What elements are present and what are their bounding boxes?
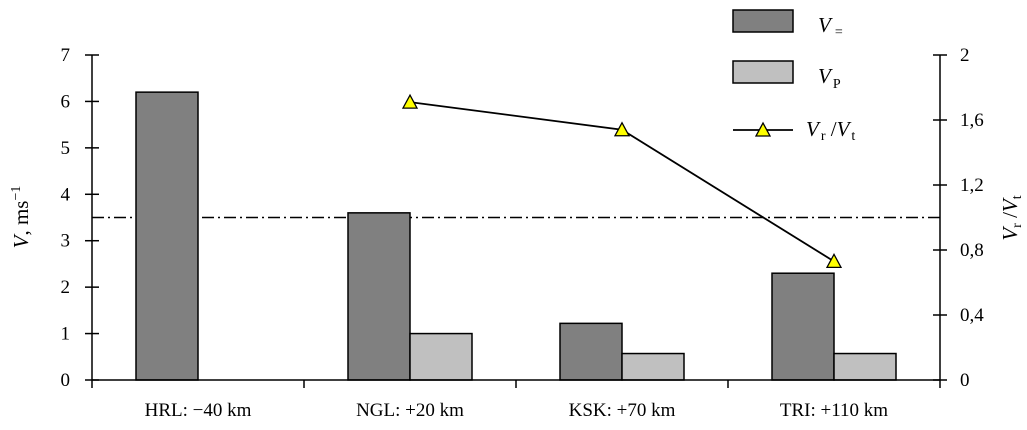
y-right-tick-label: 0 bbox=[960, 370, 970, 391]
y-axis-left-title: V, ms−1 bbox=[9, 186, 33, 249]
legend-swatch-v-eq bbox=[732, 9, 794, 33]
y-left-tick-label: 6 bbox=[61, 91, 71, 112]
bar-v-p-3 bbox=[833, 352, 897, 381]
legend-ratio-slash: / bbox=[826, 117, 837, 141]
y-axis-right-title: Vr /Vt bbox=[998, 195, 1025, 240]
y-left-tick-label: 5 bbox=[61, 138, 71, 159]
x-category-label: NGL: +20 km bbox=[356, 400, 464, 421]
y-left-title-main: V bbox=[9, 233, 33, 248]
legend-ratio-sub: r bbox=[821, 129, 826, 144]
legend-swatch-v-p bbox=[732, 60, 794, 84]
bar-v-p-2 bbox=[621, 352, 685, 381]
y-left-tick-label: 1 bbox=[61, 324, 71, 345]
legend-v-p-main: V bbox=[818, 64, 833, 88]
bar-v-eq-2 bbox=[559, 322, 623, 381]
ratio-marker-2 bbox=[825, 253, 843, 269]
bar-v-eq-0 bbox=[135, 91, 199, 381]
ratio-marker-1 bbox=[613, 121, 631, 137]
y-right-tick-label: 1,6 bbox=[960, 110, 984, 131]
y-left-tick-label: 4 bbox=[61, 184, 71, 205]
y-right-title-main: V bbox=[998, 226, 1022, 241]
legend-swatch-marker bbox=[754, 121, 772, 137]
x-category-label: HRL: −40 km bbox=[145, 400, 252, 421]
x-category-label: KSK: +70 km bbox=[569, 400, 676, 421]
y-left-tick-label: 3 bbox=[61, 231, 71, 252]
y-right-tick-label: 0,4 bbox=[960, 305, 984, 326]
ratio-marker-0 bbox=[401, 93, 419, 109]
y-right-tick-label: 1,2 bbox=[960, 175, 984, 196]
y-left-tick-label: 0 bbox=[61, 370, 71, 391]
y-left-tick-label: 7 bbox=[61, 45, 71, 66]
legend-v-eq-main: V bbox=[818, 13, 833, 37]
y-left-title-sup: −1 bbox=[9, 186, 24, 201]
y-right-title-main2: V bbox=[998, 197, 1022, 212]
bar-v-p-1 bbox=[409, 332, 473, 381]
bar-v-eq-3 bbox=[771, 272, 835, 381]
y-left-title-rest: , ms bbox=[9, 201, 33, 236]
x-category-label: TRI: +110 km bbox=[780, 400, 888, 421]
legend-ratio-sub2: t bbox=[851, 129, 855, 144]
bar-v-eq-1 bbox=[347, 212, 411, 381]
y-right-title-sub: r bbox=[1010, 223, 1025, 228]
legend-v-p-sub: P bbox=[833, 77, 841, 92]
y-right-title-sub2: t bbox=[1010, 195, 1025, 199]
legend-ratio-main: V bbox=[806, 117, 821, 141]
legend-label-v-eq: V = bbox=[818, 13, 843, 40]
y-right-tick-label: 0,8 bbox=[960, 240, 984, 261]
legend-ratio-main2: V bbox=[837, 117, 852, 141]
y-right-title-slash: / bbox=[998, 212, 1022, 223]
legend-v-eq-sub: = bbox=[835, 25, 843, 40]
y-right-tick-label: 2 bbox=[960, 45, 970, 66]
y-left-tick-label: 2 bbox=[61, 277, 71, 298]
